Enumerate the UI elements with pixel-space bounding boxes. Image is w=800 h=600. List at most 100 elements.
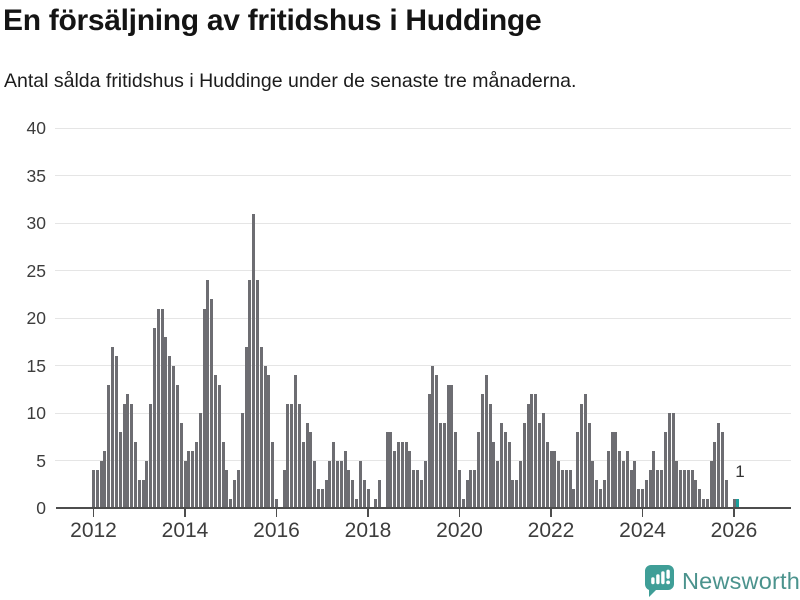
bar <box>92 470 96 508</box>
x-axis-line <box>56 506 791 510</box>
bar <box>351 479 355 508</box>
bar <box>648 470 652 508</box>
bar <box>145 460 149 508</box>
bar <box>431 365 435 508</box>
bar <box>217 384 221 508</box>
bar <box>320 489 324 508</box>
bar <box>130 403 134 508</box>
bar <box>99 460 103 508</box>
bar <box>461 498 465 508</box>
bar <box>621 460 625 508</box>
bar <box>191 451 195 508</box>
bar <box>557 460 561 508</box>
bar <box>332 441 336 508</box>
bar <box>339 460 343 508</box>
bar <box>149 403 153 508</box>
bar <box>160 308 164 508</box>
bar <box>377 479 381 508</box>
gridline <box>55 270 791 271</box>
bar <box>328 460 332 508</box>
bar <box>397 441 401 508</box>
last-value-label: 1 <box>735 462 745 481</box>
bar <box>244 346 248 508</box>
y-axis-label: 0 <box>36 498 46 518</box>
bar <box>133 441 137 508</box>
bar <box>122 403 126 508</box>
x-axis-year-label: 2026 <box>710 519 758 542</box>
bar <box>469 470 473 508</box>
bar <box>572 489 576 508</box>
bar <box>336 460 340 508</box>
bar <box>137 479 141 508</box>
bar <box>465 479 469 508</box>
bar <box>690 470 694 508</box>
x-axis-tick <box>550 509 552 518</box>
bar <box>141 479 145 508</box>
bar <box>633 460 637 508</box>
x-axis-year-label: 2016 <box>253 519 300 542</box>
bar <box>534 394 538 508</box>
bar <box>297 403 301 508</box>
bar <box>290 403 294 508</box>
bar <box>198 413 202 508</box>
y-axis-label: 10 <box>26 403 46 423</box>
bar <box>675 460 679 508</box>
bar <box>732 498 736 508</box>
bar <box>423 460 427 508</box>
bar <box>721 432 725 508</box>
bar <box>576 432 580 508</box>
bar <box>435 375 439 508</box>
bar <box>602 479 606 508</box>
bar <box>175 384 179 508</box>
bar <box>499 422 503 508</box>
bar <box>492 441 496 508</box>
bar <box>374 498 378 508</box>
bar <box>221 441 225 508</box>
bar <box>301 441 305 508</box>
bar <box>488 403 492 508</box>
bar <box>114 356 118 508</box>
bar <box>259 346 263 508</box>
bar <box>427 394 431 508</box>
gridline <box>55 317 791 319</box>
bar <box>526 403 530 508</box>
bar <box>522 422 526 508</box>
bar <box>408 451 412 508</box>
bar <box>694 479 698 508</box>
bar <box>355 498 359 508</box>
bar <box>724 479 728 508</box>
bar <box>587 422 591 508</box>
bar <box>206 280 210 508</box>
gridline <box>55 412 791 414</box>
y-axis-label: 40 <box>26 118 46 138</box>
bar <box>358 460 362 508</box>
bar <box>255 280 259 508</box>
gridline <box>55 175 791 176</box>
bar <box>660 470 664 508</box>
bar <box>400 441 404 508</box>
bar <box>389 432 393 508</box>
bar <box>450 384 454 508</box>
page-title: En försäljning av fritidshus i Huddinge <box>3 4 542 37</box>
y-axis-label: 25 <box>26 260 46 281</box>
bar <box>477 432 481 508</box>
bar <box>282 470 286 508</box>
bar <box>111 346 115 508</box>
bar <box>530 394 534 508</box>
x-axis-tick <box>275 509 278 518</box>
bar <box>271 441 275 508</box>
bar <box>267 375 271 508</box>
bar <box>164 337 168 508</box>
bar <box>698 489 702 508</box>
bar <box>263 365 267 508</box>
bar <box>473 470 477 508</box>
bar <box>511 479 515 508</box>
bar <box>187 451 191 508</box>
bar <box>644 479 648 508</box>
bar <box>385 432 389 508</box>
bar <box>103 451 107 508</box>
x-axis-tick <box>641 509 644 518</box>
bar <box>454 432 458 508</box>
bar <box>480 394 484 508</box>
x-axis-year-label: 2012 <box>70 519 117 542</box>
